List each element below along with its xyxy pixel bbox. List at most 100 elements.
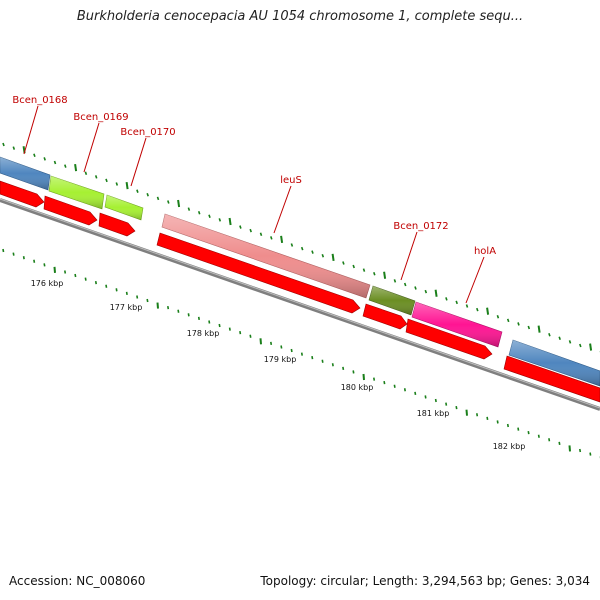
cds-arrow[interactable] xyxy=(362,303,408,330)
ruler-tick xyxy=(403,282,407,287)
cds-arrow[interactable] xyxy=(0,180,45,208)
ruler-tick xyxy=(517,322,520,326)
ruler-tick xyxy=(33,259,36,263)
cds-arrow[interactable] xyxy=(43,195,98,226)
ruler-tick xyxy=(239,225,242,229)
ruler-tick xyxy=(496,315,500,319)
gene-label[interactable]: Bcen_0172 xyxy=(393,221,448,232)
ruler-tick xyxy=(568,445,571,452)
upper-tick-ruler xyxy=(2,142,600,353)
ruler-tick xyxy=(12,252,15,256)
ruler-tick xyxy=(537,434,540,438)
ruler-tick xyxy=(290,243,294,247)
gene-label[interactable]: Bcen_0170 xyxy=(120,127,175,138)
ruler-tick xyxy=(115,288,118,292)
ruler-tick xyxy=(455,406,458,410)
ruler-tick xyxy=(352,264,355,269)
ruler-tick xyxy=(94,175,98,179)
ruler-tick xyxy=(74,164,78,172)
ruler-tick xyxy=(259,338,262,345)
ruler-tick xyxy=(506,423,509,428)
ruler-tick xyxy=(2,248,5,253)
scale-label: 177 kbp xyxy=(110,303,143,312)
ruler-tick xyxy=(94,281,97,285)
ruler-tick xyxy=(496,420,499,424)
ruler-tick xyxy=(548,438,551,442)
ruler-tick xyxy=(64,164,67,168)
scale-label: 181 kbp xyxy=(417,409,450,418)
ruler-tick xyxy=(300,352,303,356)
ruler-tick xyxy=(342,261,345,265)
cds-arrow[interactable] xyxy=(405,318,493,360)
ruler-tick xyxy=(362,373,365,381)
ruler-tick xyxy=(321,359,324,363)
ruler-tick xyxy=(476,307,479,312)
cds-arrow[interactable] xyxy=(156,232,361,314)
ruler-tick xyxy=(506,318,510,323)
cds-track xyxy=(0,180,600,403)
ruler-tick xyxy=(383,381,386,385)
ruler-tick xyxy=(465,304,469,308)
cds-arrow[interactable] xyxy=(503,355,600,403)
ruler-tick xyxy=(125,291,128,296)
ruler-tick xyxy=(177,309,180,313)
ruler-tick xyxy=(455,300,458,305)
ruler-tick xyxy=(476,413,479,417)
ruler-tick xyxy=(249,228,252,233)
gene-track xyxy=(0,156,600,387)
ruler-tick xyxy=(197,316,200,321)
ruler-tick xyxy=(146,193,149,197)
ruler-tick xyxy=(527,431,530,435)
ruler-tick xyxy=(342,366,345,371)
ruler-tick xyxy=(558,441,561,445)
ruler-tick xyxy=(568,340,572,344)
gene-label[interactable]: Bcen_0169 xyxy=(73,112,128,123)
ruler-tick xyxy=(259,232,263,236)
scale-label: 179 kbp xyxy=(264,355,297,364)
ruler-tick xyxy=(352,370,355,374)
ruler-tick xyxy=(311,250,314,254)
ruler-tick xyxy=(208,320,211,324)
ruler-tick xyxy=(465,409,468,416)
ruler-tick xyxy=(403,388,406,392)
scale-label: 178 kbp xyxy=(187,329,220,338)
ruler-tick xyxy=(22,256,25,260)
ruler-tick xyxy=(239,331,242,335)
ruler-tick xyxy=(321,254,325,258)
backbone xyxy=(0,198,600,411)
ruler-tick xyxy=(517,427,520,431)
ruler-tick xyxy=(373,377,376,381)
ruler-tick xyxy=(177,199,181,208)
ruler-tick xyxy=(414,286,417,290)
ruler-tick xyxy=(84,277,87,281)
cds-arrow[interactable] xyxy=(98,212,136,237)
ruler-tick xyxy=(527,325,531,330)
ruler-tick xyxy=(156,196,160,201)
ruler-tick xyxy=(280,345,283,349)
ruler-tick xyxy=(197,210,201,215)
lower-tick-ruler xyxy=(2,248,600,459)
ruler-tick xyxy=(208,214,211,219)
ruler-tick xyxy=(589,343,593,351)
ruler-tick xyxy=(218,218,222,222)
gene-label[interactable]: holA xyxy=(474,246,496,257)
ruler-tick xyxy=(156,302,159,309)
accession-text: Accession: NC_008060 xyxy=(9,574,146,588)
ruler-tick xyxy=(486,416,489,420)
ruler-tick xyxy=(84,171,88,176)
ruler-tick xyxy=(136,295,139,299)
ruler-tick xyxy=(445,297,448,301)
ruler-tick xyxy=(424,395,427,399)
ruler-tick xyxy=(74,273,77,278)
ruler-tick xyxy=(43,157,46,161)
gene-label[interactable]: Bcen_0168 xyxy=(12,95,67,106)
ruler-tick xyxy=(270,236,273,240)
ruler-tick xyxy=(280,235,284,244)
ruler-tick xyxy=(331,363,334,367)
ruler-tick xyxy=(249,334,252,338)
gene-label[interactable]: leuS xyxy=(280,175,302,186)
genome-summary-text: Topology: circular; Length: 3,294,563 bp… xyxy=(260,574,590,588)
ruler-tick xyxy=(424,289,428,294)
ruler-tick xyxy=(434,289,438,297)
